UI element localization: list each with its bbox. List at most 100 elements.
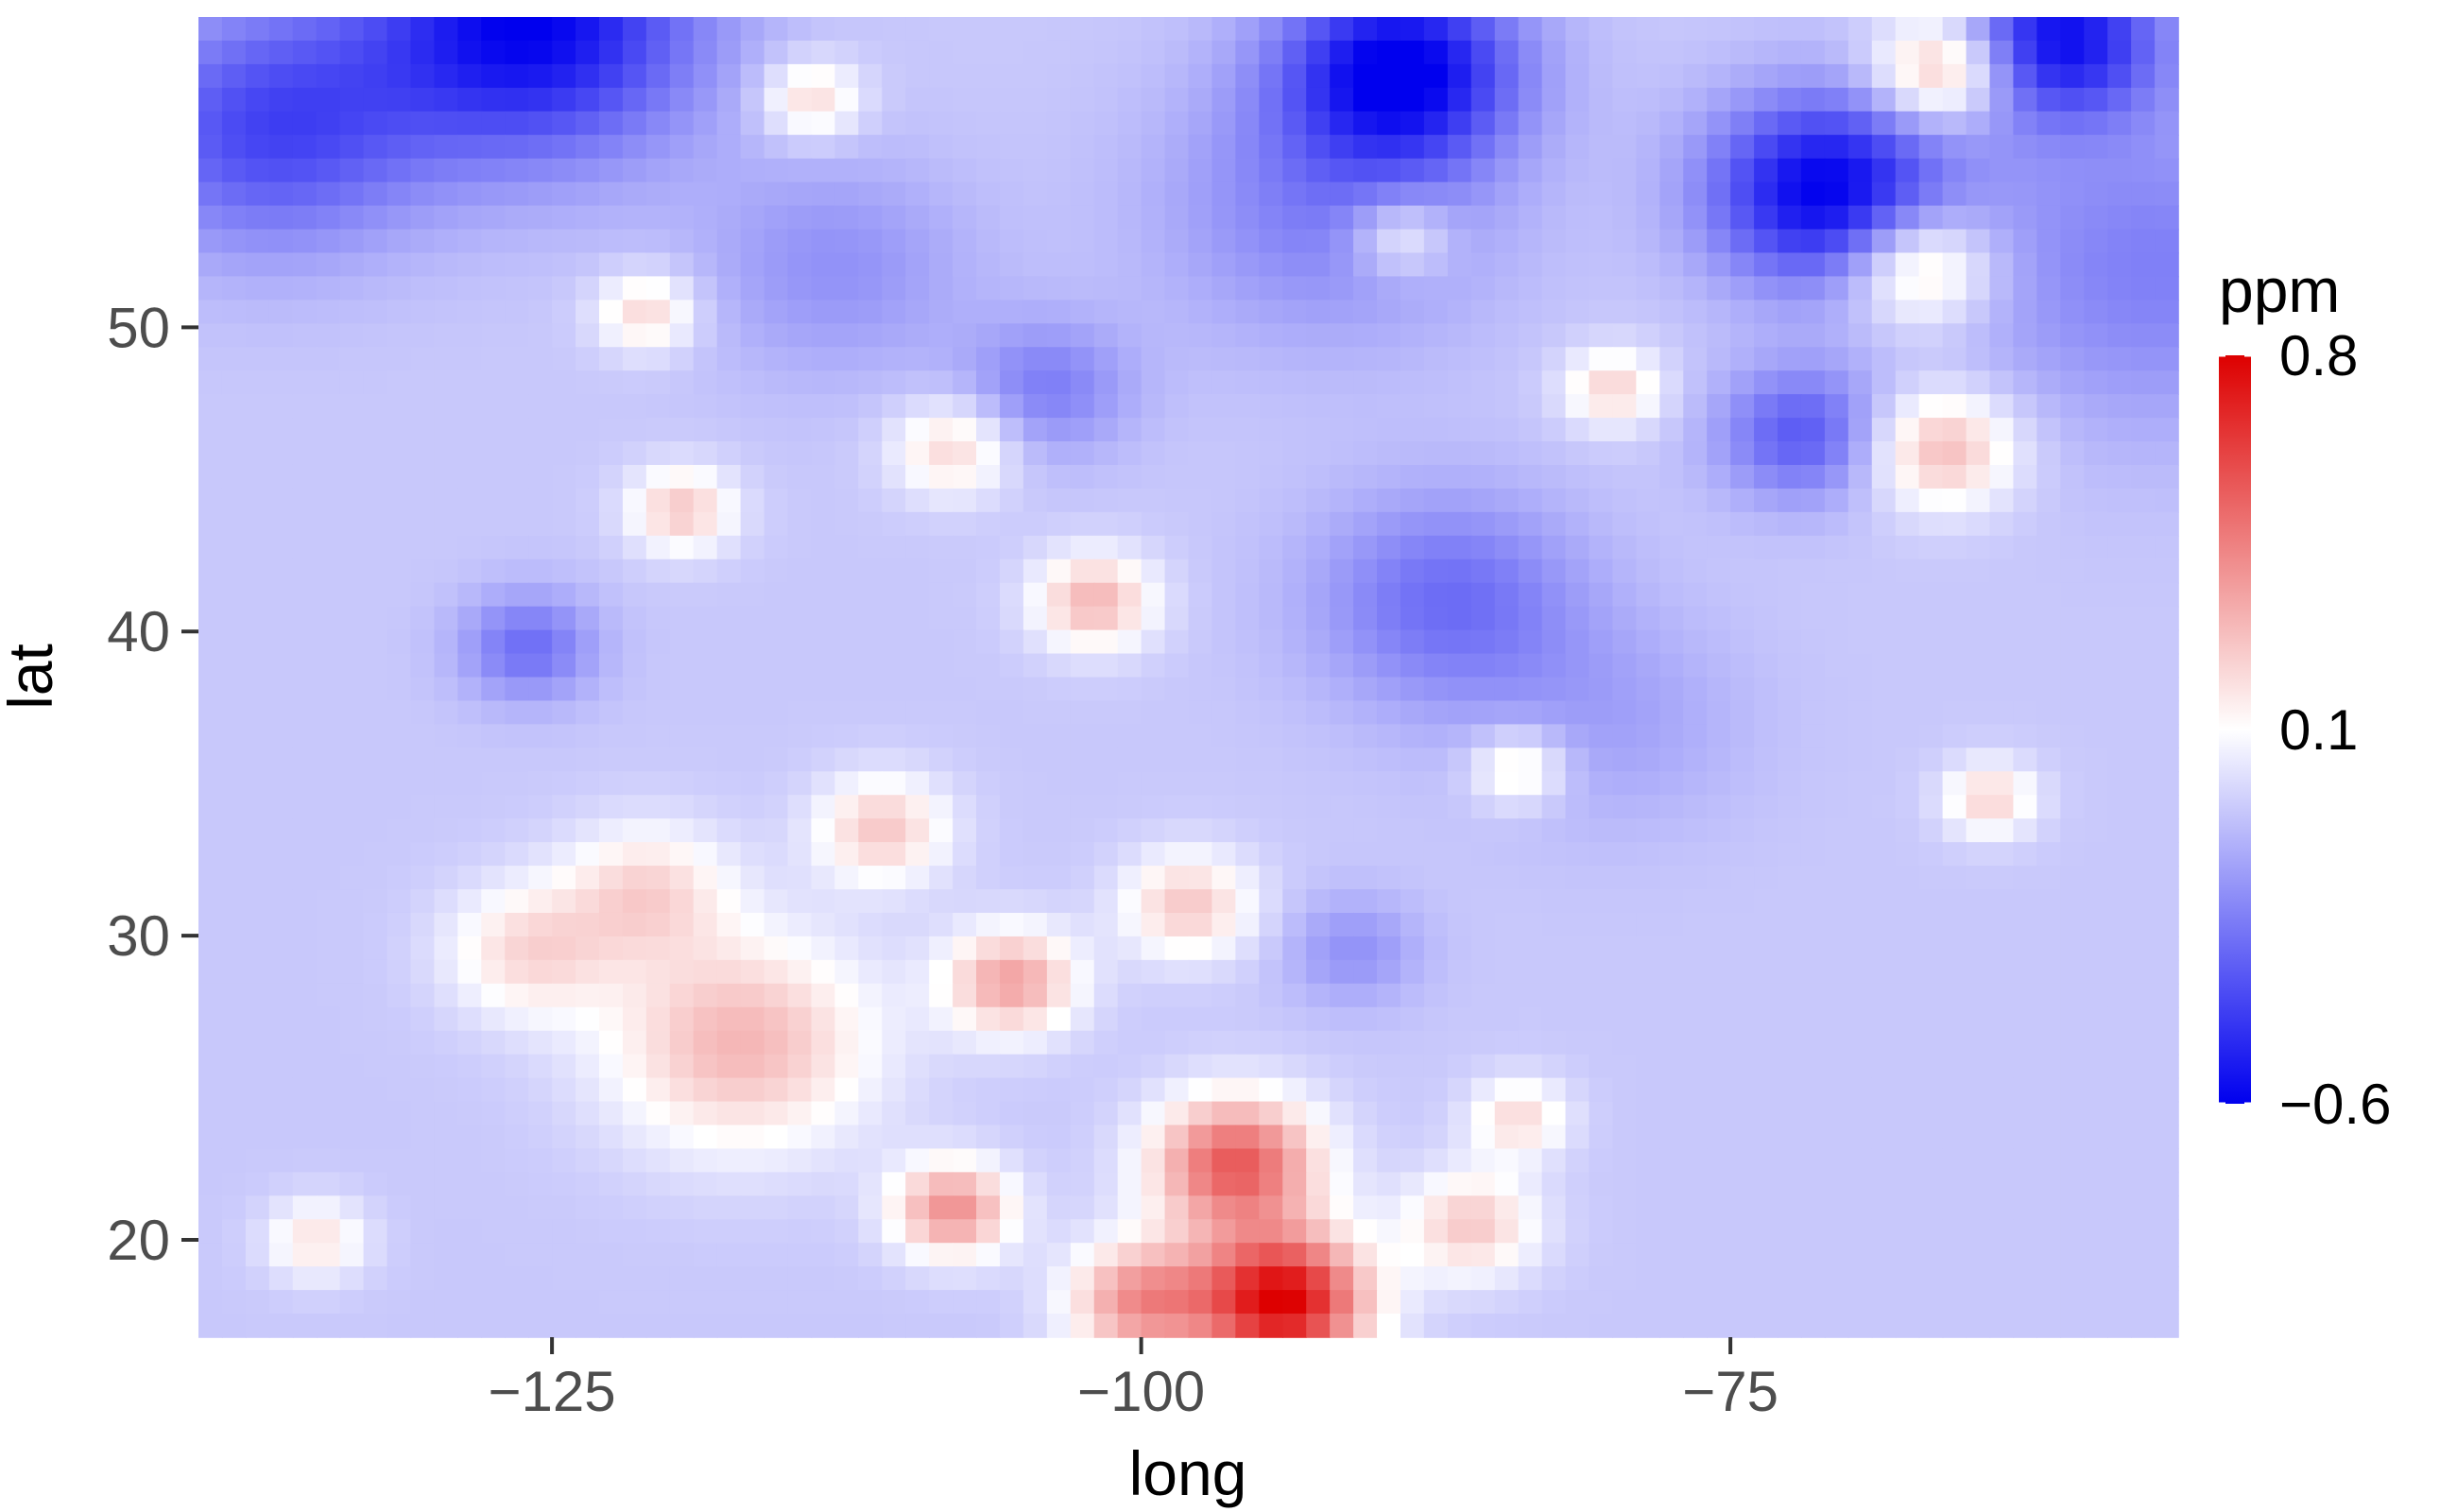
heatmap-cell bbox=[2084, 134, 2108, 160]
heatmap-cell bbox=[292, 959, 318, 985]
heatmap-cell bbox=[481, 441, 507, 466]
heatmap-cell bbox=[457, 134, 483, 160]
heatmap-cell bbox=[905, 370, 930, 395]
heatmap-cell bbox=[339, 205, 365, 231]
heatmap-cell bbox=[1306, 912, 1331, 937]
heatmap-cell bbox=[1847, 1101, 1873, 1126]
heatmap-cell bbox=[1989, 795, 2015, 819]
heatmap-cell bbox=[339, 1314, 365, 1338]
heatmap-cell bbox=[598, 747, 624, 773]
heatmap-cell bbox=[929, 653, 954, 679]
heatmap-cell bbox=[2013, 700, 2038, 726]
heatmap-cell bbox=[1778, 1006, 1802, 1032]
heatmap-cell bbox=[882, 700, 907, 726]
heatmap-cell bbox=[1022, 347, 1048, 371]
heatmap-cell bbox=[1541, 1006, 1567, 1032]
heatmap-cell bbox=[1022, 912, 1048, 937]
heatmap-cell bbox=[598, 1077, 624, 1103]
heatmap-cell bbox=[1330, 1219, 1354, 1245]
heatmap-cell bbox=[1847, 1172, 1873, 1197]
heatmap-cell bbox=[2036, 889, 2062, 914]
heatmap-cell bbox=[1589, 1219, 1614, 1245]
heatmap-cell bbox=[1989, 747, 2015, 773]
heatmap-cell bbox=[1022, 983, 1048, 1008]
heatmap-cell bbox=[481, 1030, 507, 1056]
heatmap-cell bbox=[905, 1101, 930, 1126]
heatmap-cell bbox=[976, 912, 1001, 937]
heatmap-cell bbox=[811, 370, 836, 395]
heatmap-cell bbox=[1730, 842, 1755, 867]
heatmap-cell bbox=[1589, 464, 1614, 490]
heatmap-cell bbox=[387, 606, 412, 631]
heatmap-cell bbox=[1353, 63, 1378, 89]
heatmap-cell bbox=[1164, 464, 1190, 490]
heatmap-cell bbox=[1211, 441, 1237, 466]
heatmap-cell bbox=[1942, 511, 1967, 537]
heatmap-cell bbox=[598, 1314, 624, 1338]
heatmap-cell bbox=[457, 629, 483, 655]
heatmap-cell bbox=[434, 1314, 459, 1338]
heatmap-cell bbox=[1353, 535, 1378, 560]
heatmap-cell bbox=[552, 582, 576, 608]
heatmap-cell bbox=[1966, 40, 1991, 65]
heatmap-cell bbox=[2036, 323, 2062, 349]
heatmap-cell bbox=[2131, 511, 2156, 537]
heatmap-cell bbox=[645, 1125, 671, 1150]
heatmap-cell bbox=[1589, 17, 1614, 42]
heatmap-cell bbox=[693, 724, 718, 749]
heatmap-cell bbox=[1565, 181, 1590, 207]
heatmap-cell bbox=[1778, 300, 1802, 325]
heatmap-cell bbox=[1306, 535, 1331, 560]
heatmap-cell bbox=[1918, 158, 1944, 183]
heatmap-cell bbox=[1400, 795, 1425, 819]
heatmap-cell bbox=[905, 40, 930, 65]
heatmap-cell bbox=[669, 677, 695, 702]
heatmap-cell bbox=[1636, 441, 1661, 466]
heatmap-cell bbox=[1093, 795, 1119, 819]
heatmap-cell bbox=[2013, 441, 2038, 466]
heatmap-cell bbox=[2131, 771, 2156, 797]
heatmap-cell bbox=[1164, 17, 1190, 42]
heatmap-cell bbox=[552, 394, 576, 419]
heatmap-cell bbox=[1589, 771, 1614, 797]
heatmap-cell bbox=[1824, 17, 1849, 42]
heatmap-cell bbox=[976, 724, 1001, 749]
heatmap-cell bbox=[1022, 40, 1048, 65]
heatmap-cell bbox=[598, 983, 624, 1008]
heatmap-cell bbox=[1847, 205, 1873, 231]
heatmap-cell bbox=[1400, 205, 1425, 231]
heatmap-cell bbox=[1423, 276, 1449, 301]
heatmap-cell bbox=[645, 677, 671, 702]
heatmap-cell bbox=[1022, 795, 1048, 819]
heatmap-cell bbox=[929, 1030, 954, 1056]
heatmap-cell bbox=[953, 912, 977, 937]
heatmap-cell bbox=[1306, 771, 1331, 797]
heatmap-cell bbox=[528, 1243, 553, 1267]
heatmap-cell bbox=[1942, 1314, 1967, 1338]
heatmap-cell bbox=[1330, 1266, 1354, 1291]
heatmap-cell bbox=[363, 17, 388, 42]
heatmap-cell bbox=[693, 912, 718, 937]
heatmap-cell bbox=[1966, 1314, 1991, 1338]
heatmap-cell bbox=[645, 582, 671, 608]
heatmap-cell bbox=[1918, 629, 1944, 655]
heatmap-cell bbox=[1235, 394, 1261, 419]
heatmap-cell bbox=[834, 1266, 860, 1291]
heatmap-cell bbox=[1942, 370, 1967, 395]
heatmap-cell bbox=[245, 842, 270, 867]
heatmap-cell bbox=[740, 323, 765, 349]
heatmap-cell bbox=[811, 1006, 836, 1032]
heatmap-cell bbox=[1778, 912, 1802, 937]
heatmap-cell bbox=[1942, 276, 1967, 301]
heatmap-cell bbox=[976, 87, 1001, 112]
heatmap-cell bbox=[1447, 606, 1472, 631]
heatmap-cell bbox=[716, 229, 742, 254]
heatmap-cell bbox=[1400, 653, 1425, 679]
heatmap-cell bbox=[1966, 464, 1991, 490]
heatmap-cell bbox=[2036, 158, 2062, 183]
heatmap-cell bbox=[1895, 229, 1920, 254]
heatmap-cell bbox=[552, 724, 576, 749]
heatmap-cell bbox=[1141, 771, 1166, 797]
heatmap-cell bbox=[1494, 842, 1520, 867]
heatmap-cell bbox=[1918, 1077, 1944, 1103]
